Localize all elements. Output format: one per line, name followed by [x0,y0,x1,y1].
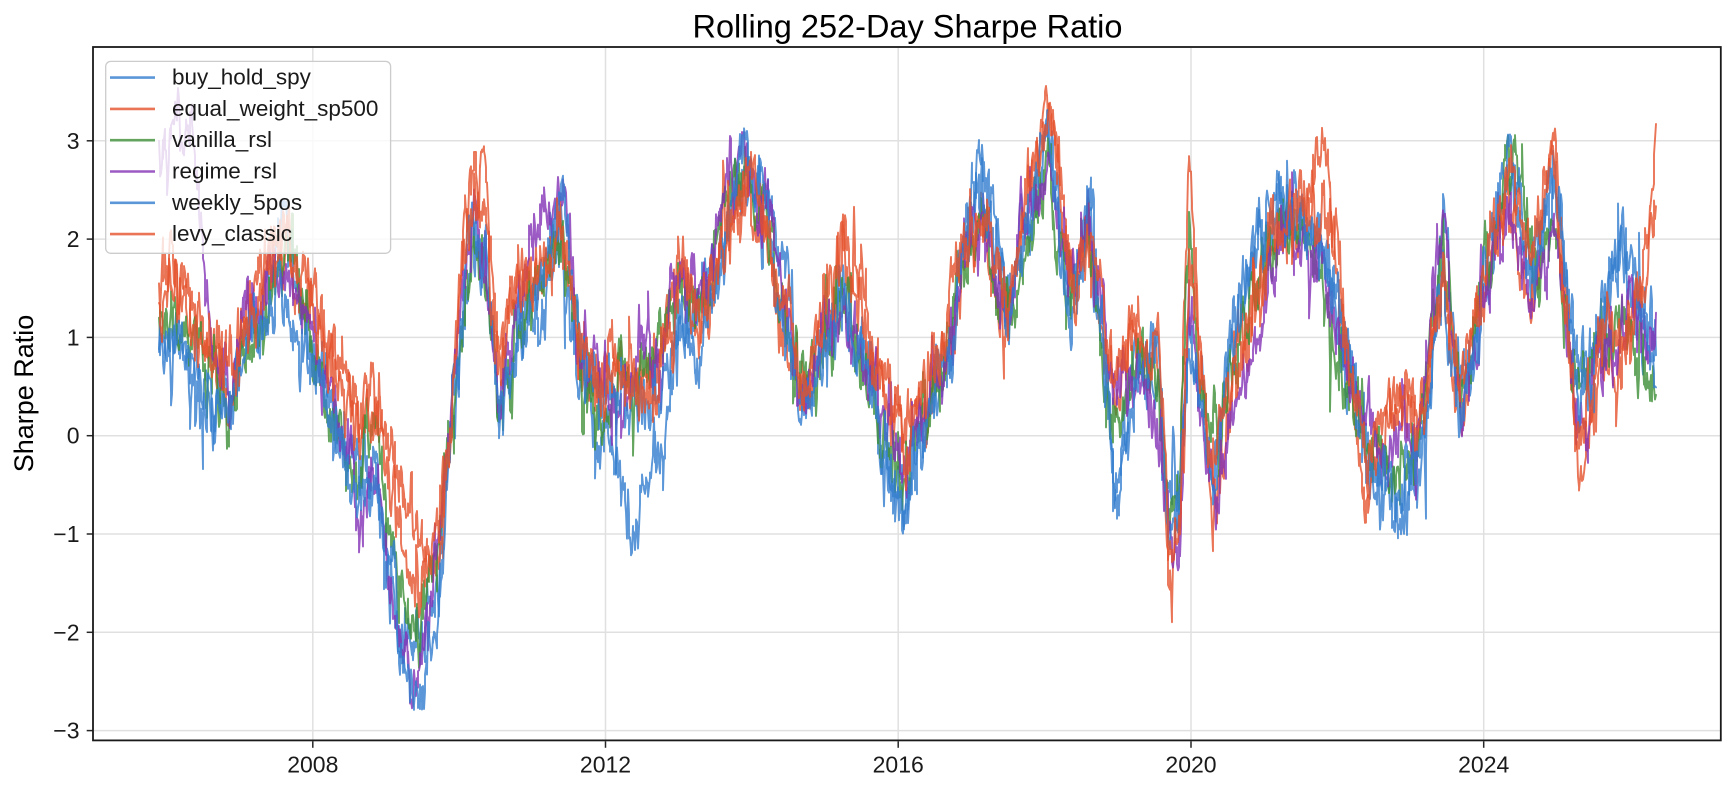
svg-text:2016: 2016 [873,752,924,778]
svg-text:−3: −3 [53,718,79,744]
svg-text:2024: 2024 [1458,752,1509,778]
svg-text:2012: 2012 [580,752,631,778]
svg-text:1: 1 [67,324,80,350]
svg-text:2: 2 [67,226,80,252]
svg-text:2008: 2008 [287,752,338,778]
svg-text:regime_rsl: regime_rsl [172,159,277,184]
svg-text:2020: 2020 [1165,752,1216,778]
svg-text:3: 3 [67,128,80,154]
svg-text:weekly_5pos: weekly_5pos [171,190,302,215]
svg-text:Sharpe Ratio: Sharpe Ratio [9,315,39,473]
svg-text:buy_hold_spy: buy_hold_spy [172,65,312,90]
svg-text:levy_classic: levy_classic [172,221,292,246]
svg-text:equal_weight_sp500: equal_weight_sp500 [172,96,378,121]
svg-text:−2: −2 [53,619,79,645]
svg-text:0: 0 [67,423,80,449]
svg-text:Rolling 252-Day Sharpe Ratio: Rolling 252-Day Sharpe Ratio [693,9,1123,45]
svg-text:−1: −1 [53,521,79,547]
svg-text:vanilla_rsl: vanilla_rsl [172,127,272,152]
